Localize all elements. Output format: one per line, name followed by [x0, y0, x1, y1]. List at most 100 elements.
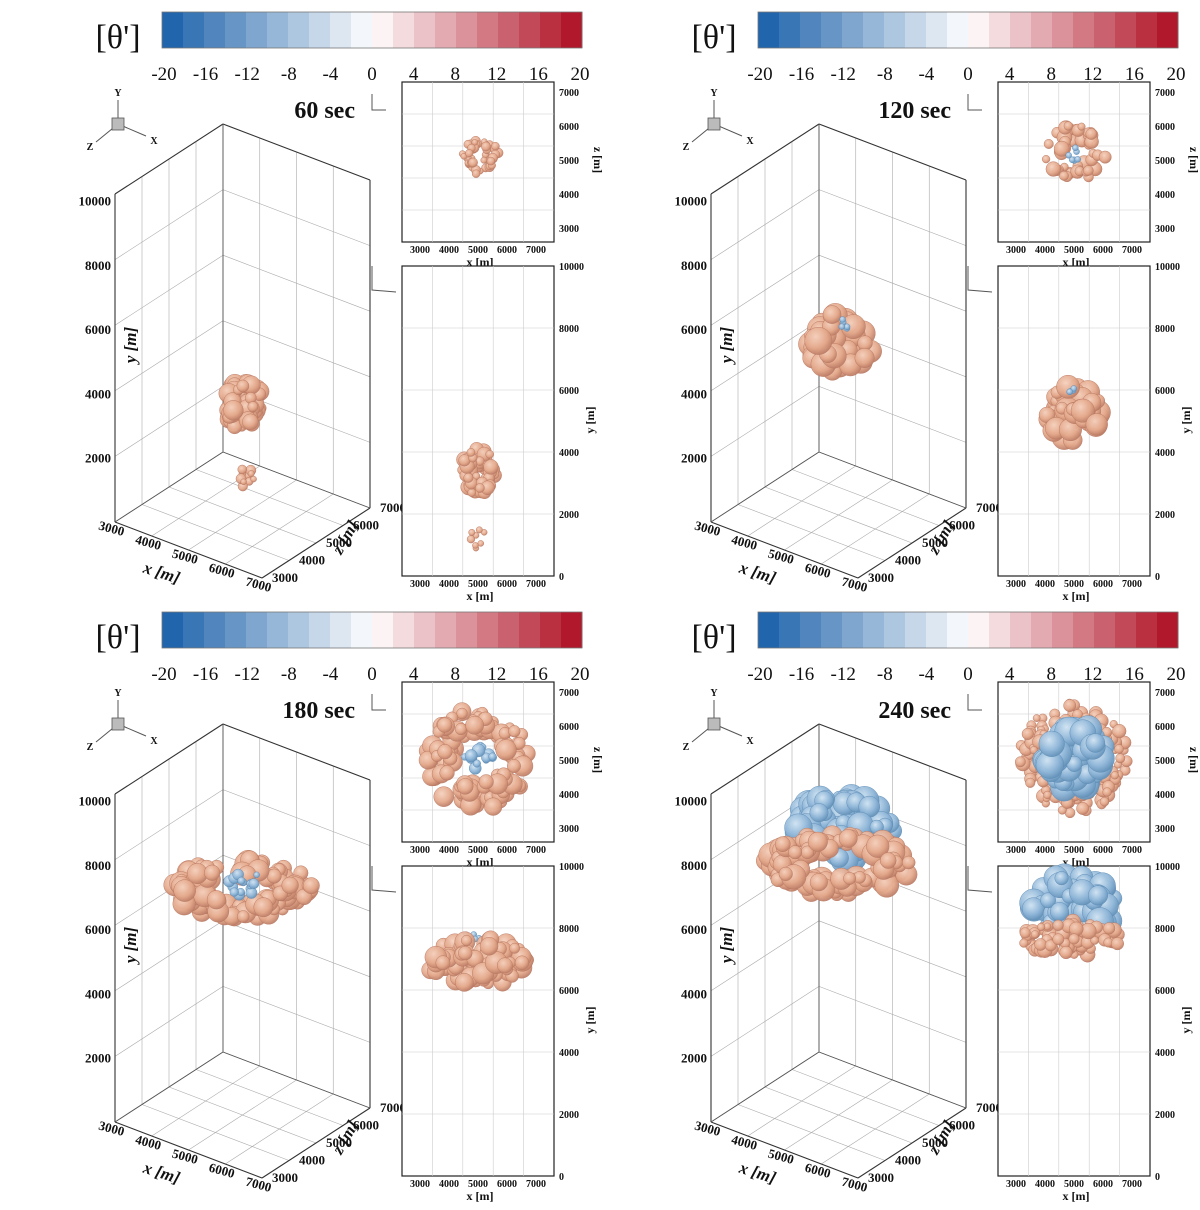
colorbar-segment — [519, 12, 541, 48]
view-orientation-icon — [372, 694, 386, 710]
warm-isosurface-blob — [823, 305, 841, 323]
colorbar-segment — [435, 12, 457, 48]
top-view-z-tick: 4000 — [1155, 790, 1175, 801]
colorbar-segment — [926, 12, 948, 48]
colorbar-title: [θ'] — [691, 619, 736, 656]
warm-isosurface-blob — [476, 527, 482, 533]
warm-isosurface-blob — [1114, 744, 1123, 753]
z-tick-label: 4000 — [895, 1153, 921, 1168]
time-label: 180 sec — [282, 698, 355, 724]
warm-isosurface-blob — [497, 958, 512, 973]
top-view-x-tick: 6000 — [497, 845, 517, 856]
colorbar-segment — [821, 12, 843, 48]
warm-isosurface-blob — [237, 380, 249, 392]
colorbar-title: [θ'] — [95, 619, 140, 656]
top-view-x-tick: 3000 — [410, 845, 430, 856]
side-view-x-label: x [m] — [1063, 1189, 1090, 1203]
colorbar-segment — [758, 612, 780, 648]
side-view-x-label: x [m] — [1063, 589, 1090, 603]
colorbar-segment — [372, 612, 394, 648]
colorbar-tick-label: -16 — [193, 664, 218, 685]
warm-isosurface-blob — [1077, 802, 1089, 814]
y-tick-label: 4000 — [85, 386, 111, 401]
side-view-x-tick: 4000 — [439, 1179, 459, 1190]
colorbar-segment — [1010, 12, 1032, 48]
colorbar-tick-label: -16 — [789, 664, 814, 685]
x-axis-label: x [m] — [140, 558, 183, 588]
colorbar-segment — [758, 12, 780, 48]
warm-isosurface-blob — [1025, 778, 1035, 788]
warm-isosurface-blob — [1042, 155, 1050, 163]
top-view-x-tick: 6000 — [1093, 245, 1113, 256]
x-tick-label: 5000 — [767, 546, 796, 567]
grid-line — [142, 505, 289, 561]
top-view-x-tick: 6000 — [497, 245, 517, 256]
warm-isosurface-blob — [1064, 122, 1073, 131]
side-view-y-tick: 6000 — [1155, 386, 1175, 397]
warm-isosurface-blob — [436, 956, 450, 970]
x-tick-label: 3000 — [97, 518, 126, 539]
colorbar-segment — [246, 12, 268, 48]
top-view — [402, 82, 554, 242]
y-tick-label: 4000 — [85, 986, 111, 1001]
warm-isosurface-blob — [1031, 931, 1039, 939]
view-orientation-icon — [372, 266, 396, 292]
colorbar-tick-label: -4 — [322, 664, 338, 685]
colorbar-segment — [1115, 12, 1137, 48]
colorbar-tick-label: 20 — [571, 664, 590, 685]
colorbar-segment — [1136, 12, 1158, 48]
plume-3d — [756, 784, 917, 901]
warm-isosurface-blob — [204, 865, 220, 881]
colorbar-segment — [456, 612, 478, 648]
top-view-z-tick: 3000 — [1155, 224, 1175, 235]
warm-isosurface-blob — [469, 529, 475, 535]
warm-isosurface-blob — [478, 540, 484, 546]
colorbar-segment — [477, 12, 499, 48]
side-view-x-tick: 3000 — [410, 579, 430, 590]
side-view-x-tick: 4000 — [1035, 1179, 1055, 1190]
triad-label: Y — [114, 688, 122, 699]
x-tick-label: 7000 — [840, 574, 869, 595]
x-axis-label: x [m] — [736, 1158, 779, 1188]
colorbar-segment — [519, 612, 541, 648]
warm-isosurface-blob — [1086, 413, 1108, 435]
colorbar-segment — [989, 612, 1011, 648]
y-tick-label: 8000 — [681, 258, 707, 273]
warm-isosurface-blob — [455, 973, 473, 991]
warm-isosurface-blob — [437, 718, 452, 733]
warm-isosurface-blob — [1069, 934, 1080, 945]
x-tick-label: 5000 — [767, 1146, 796, 1167]
colorbar-tick-label: 0 — [367, 64, 377, 85]
cold-isosurface-blob — [810, 803, 828, 821]
warm-isosurface-blob — [775, 837, 790, 852]
z-tick-label: 4000 — [299, 1153, 325, 1168]
side-view-y-tick: 0 — [1155, 572, 1160, 583]
top-view-z-label: z [m] — [1187, 747, 1200, 773]
colorbar-segment — [821, 612, 843, 648]
x-tick-label: 4000 — [730, 532, 759, 553]
colorbar-tick-label: -4 — [918, 664, 934, 685]
colorbar-tick-label: 0 — [963, 664, 973, 685]
colorbar-tick-label: -8 — [281, 664, 297, 685]
view-orientation-icon — [968, 266, 992, 292]
y-tick-label: 2000 — [85, 1051, 111, 1066]
colorbar-segment — [779, 12, 801, 48]
side-view-y-tick: 8000 — [1155, 324, 1175, 335]
colorbar-segment — [204, 612, 226, 648]
cold-isosurface-blob — [1072, 145, 1078, 151]
top-view-x-tick: 3000 — [1006, 245, 1026, 256]
side-view-y-label: y [m] — [1179, 407, 1193, 434]
warm-isosurface-blob — [303, 877, 319, 893]
top-view-z-tick: 4000 — [1155, 190, 1175, 201]
side-view-y-tick: 10000 — [1155, 262, 1180, 273]
colorbar-tick-label: -4 — [918, 64, 934, 85]
warm-isosurface-blob — [1044, 139, 1053, 148]
grid-line — [142, 1105, 289, 1161]
colorbar-segment — [351, 612, 373, 648]
warm-isosurface-blob — [472, 170, 480, 178]
top-view-z-label: z [m] — [591, 747, 605, 773]
colorbar-segment — [1094, 12, 1116, 48]
x-tick-label: 3000 — [97, 1118, 126, 1139]
